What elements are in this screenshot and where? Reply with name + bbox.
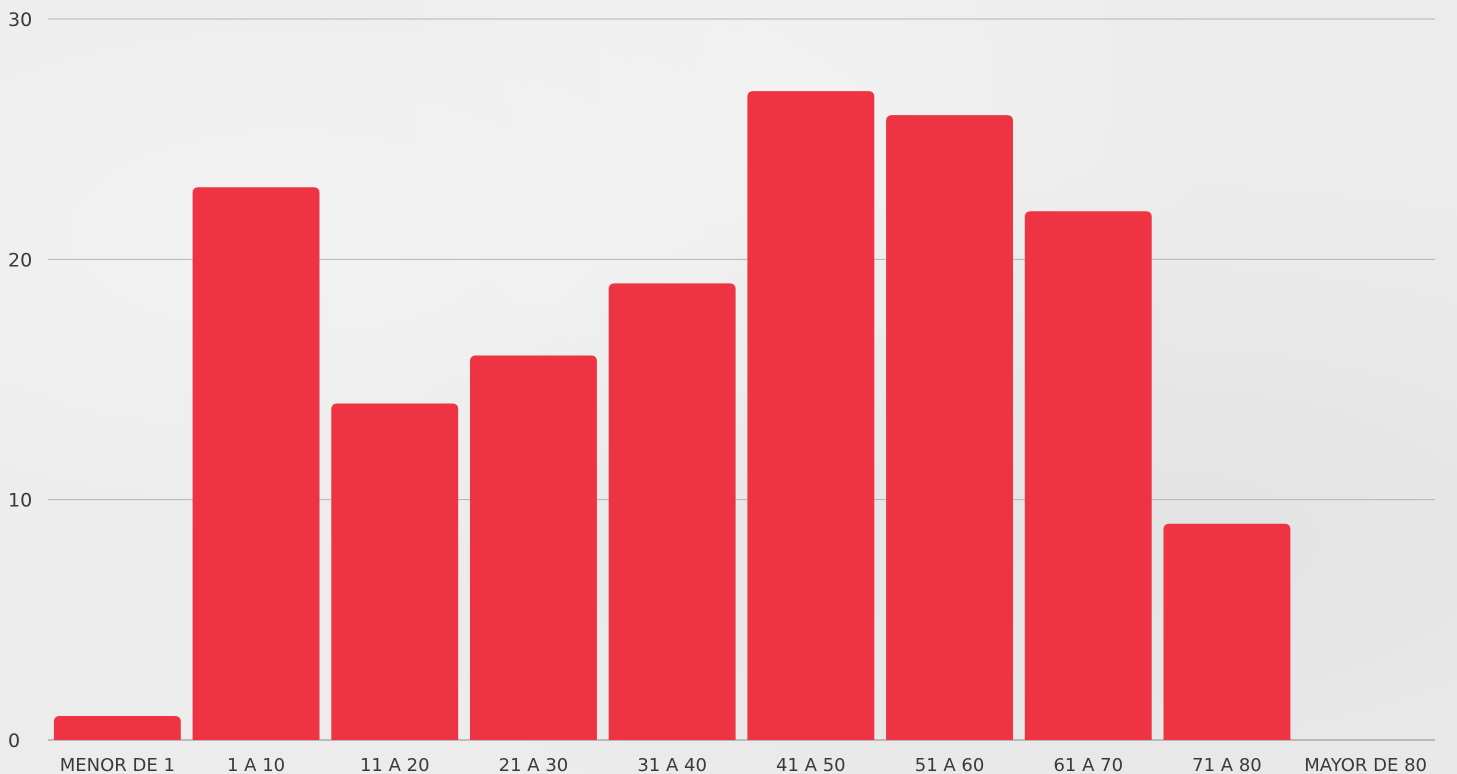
bar-1-a-10 [192,187,320,740]
bar-21-a-30 [469,355,597,740]
bar-menor-de-1 [53,715,181,740]
x-category-label: 11 A 20 [360,755,430,774]
bars [53,91,1291,741]
y-axis-tick-labels: 0 10 20 30 [8,9,32,752]
bar-71-a-80 [1163,523,1291,740]
y-tick-label: 20 [8,249,32,271]
y-tick-label: 30 [8,9,32,31]
x-category-label: 31 A 40 [637,755,707,774]
x-category-label: 51 A 60 [915,755,985,774]
x-category-label: MENOR DE 1 [60,755,175,774]
x-category-label: 71 A 80 [1192,755,1262,774]
y-tick-label: 10 [8,490,32,512]
y-tick-label: 0 [8,730,20,752]
x-category-label: 21 A 30 [499,755,569,774]
bar-51-a-60 [886,115,1014,741]
x-category-label: 61 A 70 [1053,755,1123,774]
x-category-label: MAYOR DE 80 [1304,755,1427,774]
x-axis-category-labels: MENOR DE 1 1 A 10 11 A 20 21 A 30 31 A 40 41 … [60,755,1427,774]
bar-11-a-20 [331,403,459,740]
bar-61-a-70 [1024,211,1152,740]
x-category-label: 1 A 10 [227,755,285,774]
x-category-label: 41 A 50 [776,755,846,774]
bar-41-a-50 [747,91,875,741]
bar-31-a-40 [608,283,736,740]
